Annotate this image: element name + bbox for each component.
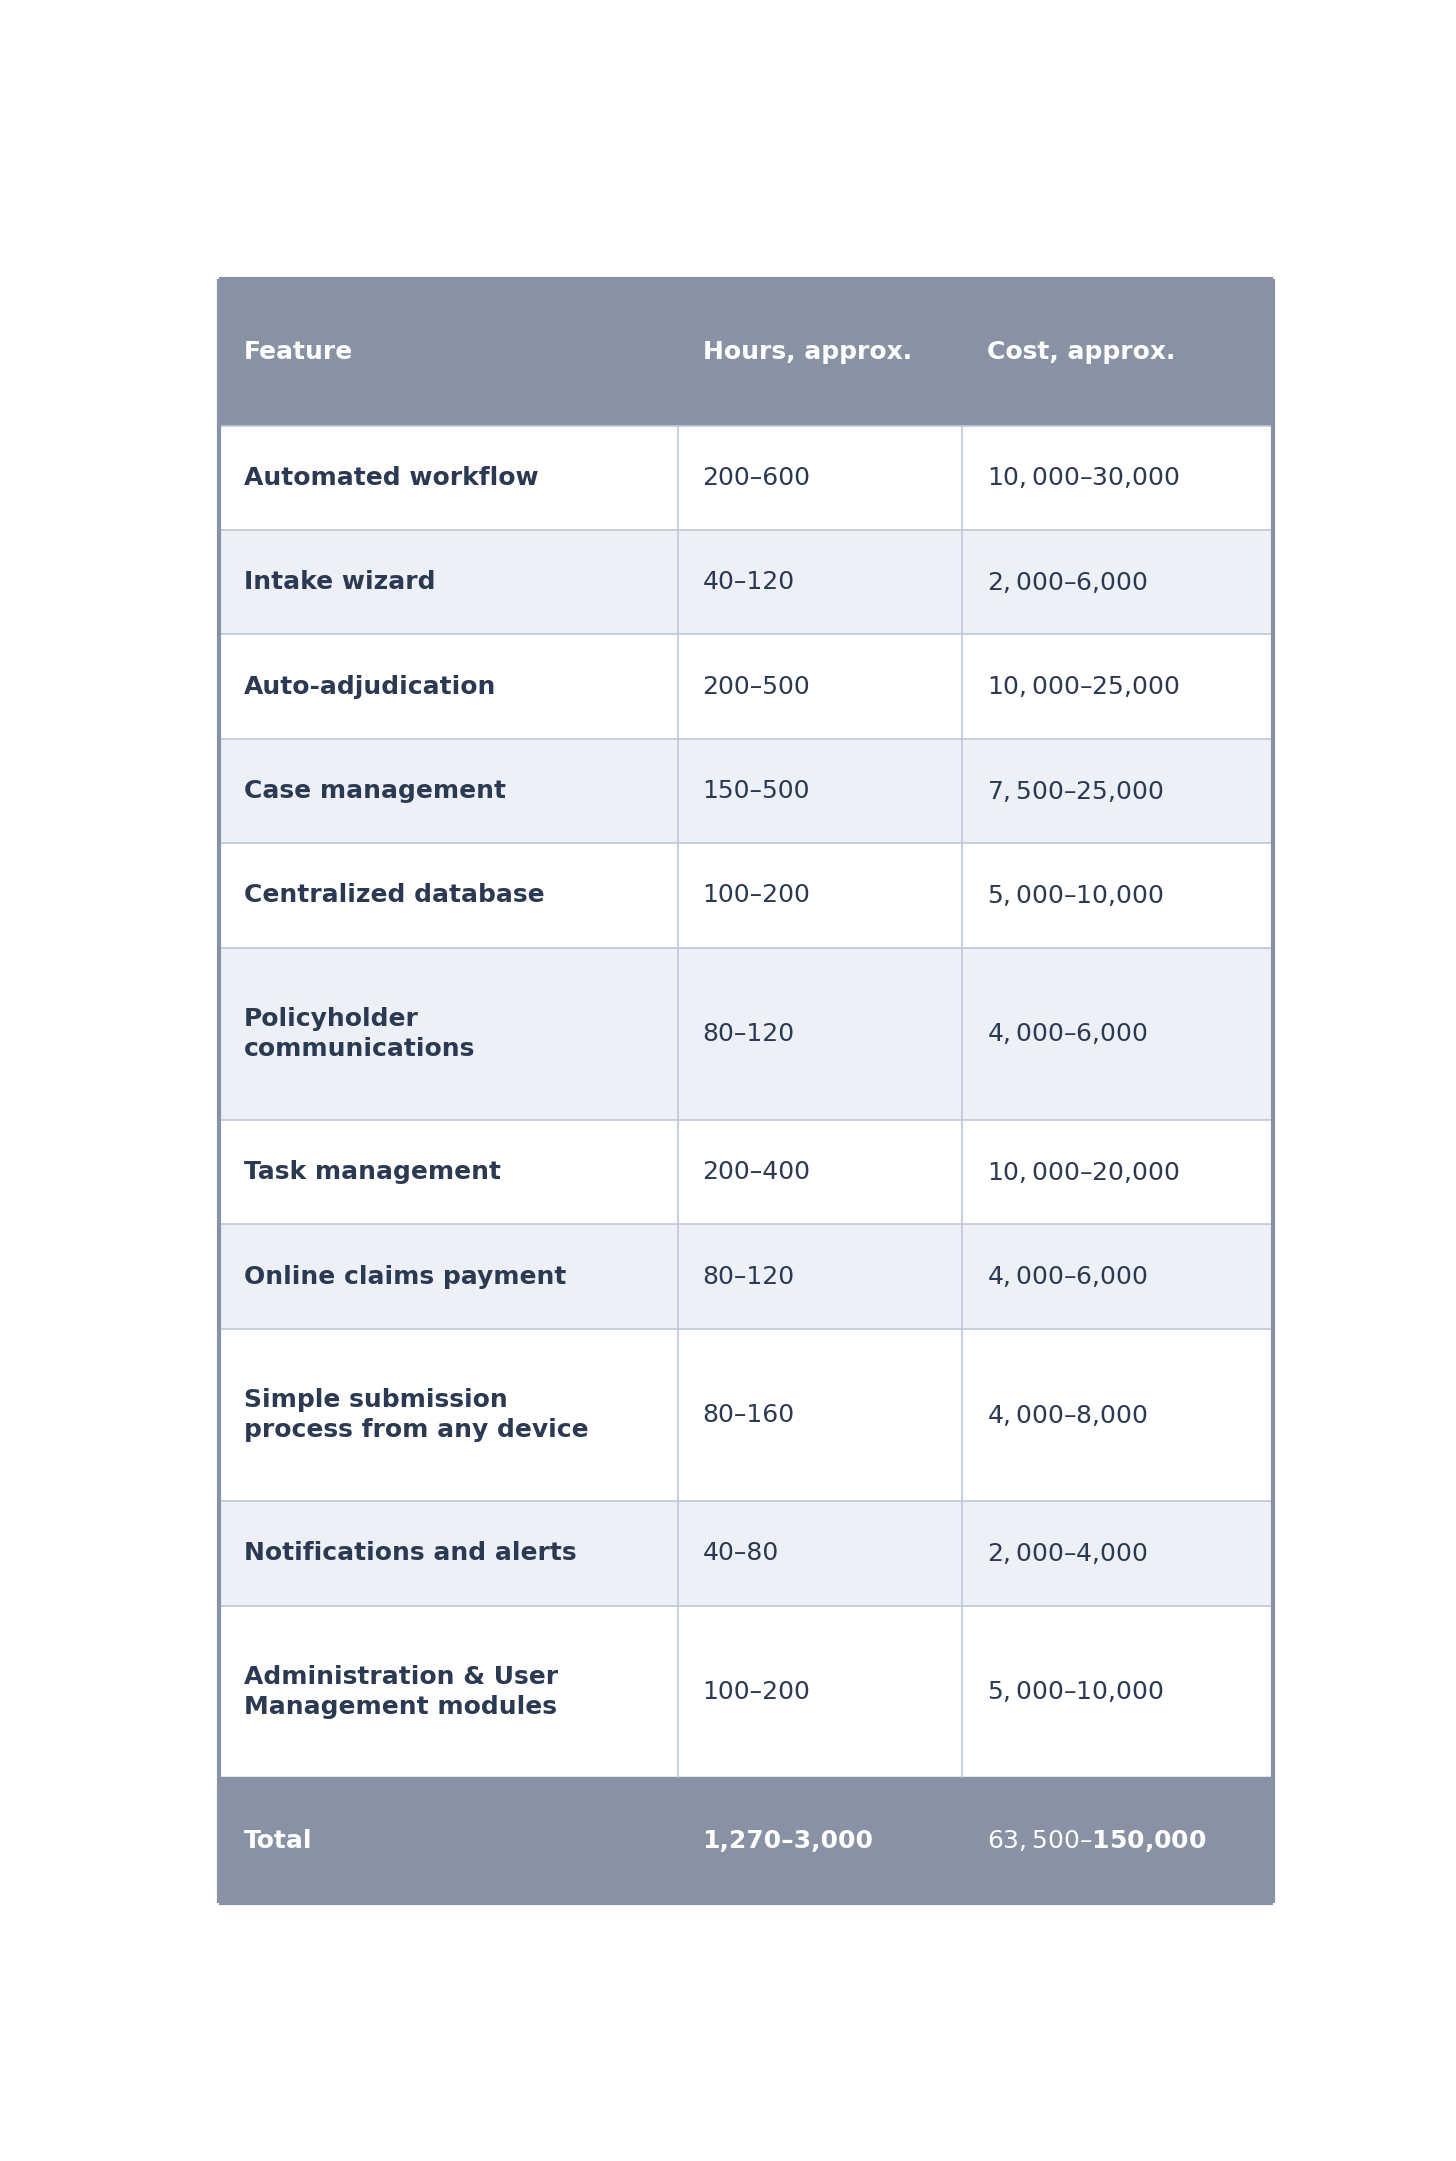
Text: Centralized database: Centralized database: [245, 884, 545, 908]
Text: Cost, approx.: Cost, approx.: [987, 341, 1175, 365]
Bar: [220, 426, 1273, 529]
Text: Case management: Case management: [245, 780, 507, 804]
Bar: [220, 1779, 1273, 1904]
Text: $4,000–$6,000: $4,000–$6,000: [987, 1022, 1147, 1046]
Bar: [220, 1225, 1273, 1329]
Text: Simple submission
process from any device: Simple submission process from any devic…: [245, 1387, 588, 1441]
Text: Administration & User
Management modules: Administration & User Management modules: [245, 1664, 558, 1720]
Text: $10,000–$20,000: $10,000–$20,000: [987, 1160, 1179, 1184]
Bar: [220, 1329, 1273, 1502]
Bar: [220, 739, 1273, 843]
Bar: [220, 949, 1273, 1119]
Text: 150–500: 150–500: [702, 780, 810, 804]
Text: Total: Total: [245, 1828, 313, 1852]
Text: 40–120: 40–120: [702, 571, 795, 594]
Bar: [220, 1606, 1273, 1779]
Text: Feature: Feature: [245, 341, 354, 365]
Text: $10,000–$25,000: $10,000–$25,000: [987, 674, 1179, 700]
Bar: [220, 843, 1273, 949]
Text: $4,000–$6,000: $4,000–$6,000: [987, 1264, 1147, 1290]
Text: 80–120: 80–120: [702, 1264, 795, 1288]
Bar: [220, 635, 1273, 739]
Text: $2,000–$4,000: $2,000–$4,000: [987, 1541, 1147, 1567]
Text: 200–600: 200–600: [702, 467, 811, 491]
Bar: [220, 1119, 1273, 1225]
Text: $63,500–$150,000: $63,500–$150,000: [987, 1828, 1207, 1854]
Text: $7,500–$25,000: $7,500–$25,000: [987, 778, 1163, 804]
Text: Policyholder
communications: Policyholder communications: [245, 1007, 476, 1061]
Text: $5,000–$10,000: $5,000–$10,000: [987, 884, 1163, 908]
Bar: [220, 1502, 1273, 1606]
Text: $2,000–$6,000: $2,000–$6,000: [987, 571, 1147, 594]
Text: $4,000–$8,000: $4,000–$8,000: [987, 1402, 1147, 1428]
Text: 80–120: 80–120: [702, 1022, 795, 1046]
Text: 1,270–3,000: 1,270–3,000: [702, 1828, 874, 1852]
Text: Intake wizard: Intake wizard: [245, 571, 435, 594]
Text: $10,000–$30,000: $10,000–$30,000: [987, 465, 1179, 491]
Bar: [220, 279, 1273, 426]
Text: Auto-adjudication: Auto-adjudication: [245, 674, 496, 698]
Text: $5,000–$10,000: $5,000–$10,000: [987, 1679, 1163, 1705]
Text: Hours, approx.: Hours, approx.: [702, 341, 911, 365]
Text: 200–500: 200–500: [702, 674, 811, 698]
Text: 40–80: 40–80: [702, 1541, 779, 1565]
Text: 100–200: 100–200: [702, 884, 811, 908]
Text: Automated workflow: Automated workflow: [245, 467, 539, 491]
Text: 200–400: 200–400: [702, 1160, 811, 1184]
Bar: [220, 529, 1273, 635]
Text: 100–200: 100–200: [702, 1679, 811, 1703]
Text: 80–160: 80–160: [702, 1402, 795, 1426]
Text: Task management: Task management: [245, 1160, 501, 1184]
Text: Online claims payment: Online claims payment: [245, 1264, 566, 1288]
Text: Notifications and alerts: Notifications and alerts: [245, 1541, 577, 1565]
